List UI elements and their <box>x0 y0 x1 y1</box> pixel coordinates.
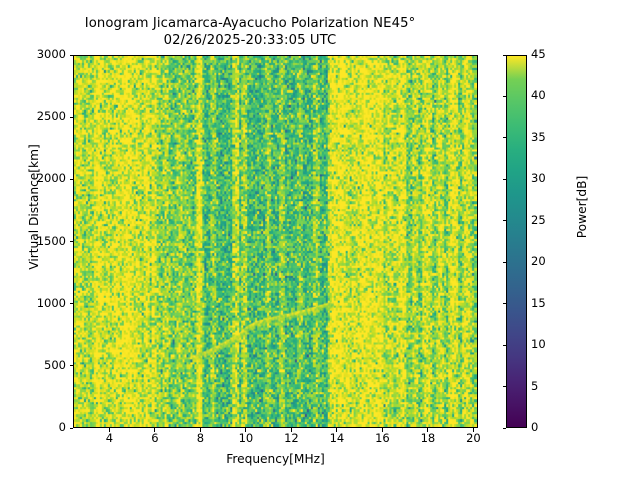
colorbar-tick-label: 15 <box>531 295 546 310</box>
x-tick-label: 12 <box>284 431 299 445</box>
x-tick-label: 8 <box>196 431 205 445</box>
x-axis-label: Frequency[MHz] <box>226 452 325 466</box>
ionogram-plot-area <box>73 55 478 428</box>
colorbar-tick-mark <box>502 427 506 429</box>
colorbar <box>506 55 527 428</box>
y-tick-mark <box>69 178 73 180</box>
x-tick-label: 18 <box>420 431 436 445</box>
y-tick-mark <box>69 303 73 305</box>
colorbar-tick-mark <box>502 344 506 346</box>
colorbar-tick-label: 5 <box>531 378 539 393</box>
colorbar-tick-label: 25 <box>531 212 546 227</box>
y-tick-label: 2500 <box>36 109 66 124</box>
y-tick-label: 1000 <box>36 295 66 310</box>
y-tick-mark <box>69 54 73 56</box>
x-tick-label: 16 <box>375 431 390 445</box>
colorbar-tick-label: 0 <box>531 420 539 434</box>
colorbar-label: Power[dB] <box>575 175 589 239</box>
x-tick-mark <box>427 428 429 432</box>
ionogram-heatmap <box>74 56 477 427</box>
y-tick-mark <box>69 427 73 429</box>
colorbar-tick-mark <box>502 54 506 56</box>
x-tick-mark <box>381 428 383 432</box>
colorbar-tick-mark <box>502 220 506 222</box>
colorbar-tick-label: 40 <box>531 88 546 103</box>
colorbar-tick-mark <box>502 261 506 263</box>
y-tick-mark <box>69 116 73 118</box>
y-tick-label: 1500 <box>36 233 66 248</box>
colorbar-tick-mark <box>502 386 506 388</box>
x-tick-mark <box>108 428 110 432</box>
x-tick-label: 6 <box>151 431 159 445</box>
colorbar-tick-label: 35 <box>531 129 546 144</box>
colorbar-tick-label: 45 <box>531 47 546 61</box>
colorbar-tick-label: 30 <box>531 171 546 186</box>
y-tick-label: 0 <box>58 420 66 434</box>
y-tick-mark <box>69 365 73 367</box>
y-axis-label: Virtual Distance[km] <box>27 144 41 270</box>
x-tick-mark <box>245 428 247 432</box>
y-tick-label: 3000 <box>36 47 66 61</box>
x-tick-mark <box>290 428 292 432</box>
x-tick-mark <box>336 428 338 432</box>
x-tick-mark <box>154 428 156 432</box>
x-tick-mark <box>199 428 201 432</box>
figure-title: Ionogram Jicamarca-Ayacucho Polarization… <box>84 16 416 48</box>
colorbar-tick-mark <box>502 303 506 305</box>
x-tick-mark <box>472 428 474 432</box>
x-tick-label: 20 <box>466 431 481 445</box>
x-tick-label: 14 <box>329 431 345 445</box>
x-tick-label: 10 <box>238 431 254 445</box>
colorbar-tick-mark <box>502 137 506 139</box>
colorbar-tick-label: 20 <box>531 254 546 269</box>
colorbar-tick-mark <box>502 95 506 98</box>
x-tick-label: 4 <box>105 431 114 445</box>
y-tick-mark <box>69 241 73 243</box>
y-tick-label: 500 <box>44 357 66 372</box>
colorbar-tick-label: 10 <box>531 337 546 352</box>
colorbar-tick-mark <box>502 178 506 180</box>
y-tick-label: 2000 <box>36 171 66 186</box>
